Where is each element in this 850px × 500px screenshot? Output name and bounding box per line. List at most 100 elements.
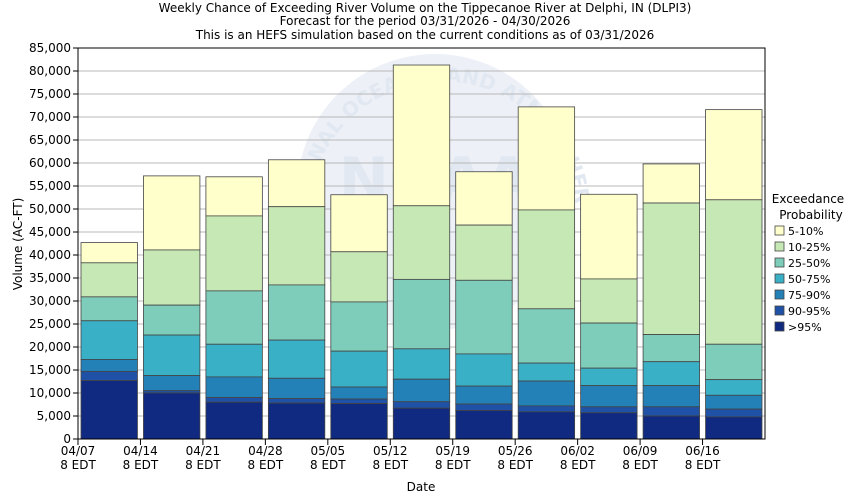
legend-item: 5-10% <box>774 225 823 238</box>
bar-segment <box>80 262 138 298</box>
axes <box>77 47 766 440</box>
x-tick-label-time: 8 EDT <box>185 458 221 472</box>
y-tick-label: 35,000 <box>29 271 71 285</box>
bar-segment <box>580 278 638 324</box>
x-tick-label-time: 8 EDT <box>60 458 96 472</box>
bar-segment <box>267 206 326 286</box>
legend: Exceedance Probability 5-10% 10-25% 25-50%… <box>772 192 844 334</box>
legend-title-line-2: Probability <box>779 208 842 222</box>
legend-swatch <box>774 241 785 252</box>
bar-stack <box>392 64 451 440</box>
bar-segment <box>392 64 451 207</box>
bar-stack <box>580 193 638 440</box>
bar-segment <box>455 385 513 405</box>
x-tick-label-time: 8 EDT <box>435 458 471 472</box>
bar-segment <box>330 403 388 440</box>
bar-segment <box>517 106 576 211</box>
legend-label: 75-90% <box>788 289 830 302</box>
legend-label: 10-25% <box>788 241 830 254</box>
bar-segment <box>580 193 638 280</box>
x-tick-label-date: 05/05 <box>311 444 346 458</box>
bar-segment <box>705 343 763 381</box>
bar-segment <box>705 394 763 410</box>
y-tick-label: 15,000 <box>29 363 71 377</box>
legend-swatch <box>774 305 785 316</box>
title-line-3: This is an HEFS simulation based on the … <box>195 28 655 42</box>
bar-segment <box>392 407 451 440</box>
legend-item: 10-25% <box>774 241 830 254</box>
x-tick-label-time: 8 EDT <box>685 458 721 472</box>
legend-swatch <box>774 257 785 268</box>
bar-segment <box>143 392 201 440</box>
bar-segment <box>705 379 763 396</box>
legend-swatch <box>774 289 785 300</box>
bar-segment <box>517 209 576 310</box>
legend-item: 75-90% <box>774 289 830 302</box>
bar-segment <box>642 406 700 417</box>
bar-segment <box>455 353 513 387</box>
y-axis-ticks: 0 5,000 10,000 15,000 20,000 25,000 30,000 35,0… <box>29 41 78 446</box>
x-axis-label: Date <box>407 480 436 494</box>
bar-segment <box>330 386 388 400</box>
y-axis-label: Volume (AC-FT) <box>11 198 25 291</box>
bar-segment <box>455 403 513 411</box>
bar-segment <box>205 376 263 398</box>
bar-segment <box>80 380 138 440</box>
bar-segment <box>143 375 201 392</box>
x-tick-label-date: 05/19 <box>435 444 470 458</box>
bar-segment <box>205 397 263 403</box>
x-tick-label-date: 04/07 <box>61 444 96 458</box>
x-tick-label-date: 04/21 <box>186 444 221 458</box>
bar-segment <box>205 290 263 345</box>
x-tick-label-date: 05/12 <box>373 444 408 458</box>
bar-segment <box>392 348 451 380</box>
y-tick-label: 65,000 <box>29 133 71 147</box>
bar-segment <box>267 398 326 404</box>
bar-segment <box>517 380 576 407</box>
bar-segment <box>580 367 638 387</box>
bar-stack <box>455 171 513 440</box>
x-tick-label-date: 06/02 <box>560 444 595 458</box>
y-tick-label: 5,000 <box>37 409 71 423</box>
y-tick-label: 55,000 <box>29 179 71 193</box>
bar-segment <box>392 205 451 280</box>
legend-swatch <box>774 225 785 236</box>
bar-segment <box>80 359 138 372</box>
bar-segment <box>267 284 326 341</box>
x-tick-label-date: 05/26 <box>498 444 533 458</box>
bar-stack <box>642 163 700 440</box>
legend-title-line-1: Exceedance <box>772 192 844 206</box>
bar-stack <box>705 109 763 440</box>
y-tick-label: 85,000 <box>29 41 71 55</box>
y-tick-label: 60,000 <box>29 156 71 170</box>
bar-segment <box>143 249 201 306</box>
y-tick-label: 25,000 <box>29 317 71 331</box>
y-tick-label: 30,000 <box>29 294 71 308</box>
legend-label: >95% <box>788 321 822 334</box>
bar-segment <box>580 322 638 369</box>
bar-segment <box>580 406 638 414</box>
legend-label: 5-10% <box>788 225 823 238</box>
bar-segment <box>642 415 700 440</box>
bars <box>80 64 763 440</box>
bar-segment <box>455 171 513 226</box>
bar-segment <box>455 279 513 355</box>
bar-segment <box>205 343 263 378</box>
bar-segment <box>642 202 700 335</box>
y-tick-label: 75,000 <box>29 87 71 101</box>
bar-segment <box>517 362 576 382</box>
legend-label: 50-75% <box>788 273 830 286</box>
bar-segment <box>143 304 201 336</box>
bar-segment <box>205 215 263 292</box>
bar-segment <box>705 416 763 440</box>
bar-segment <box>205 176 263 217</box>
bar-stack <box>330 194 388 440</box>
bar-segment <box>330 350 388 388</box>
y-tick-label: 20,000 <box>29 340 71 354</box>
bar-stack <box>143 175 201 440</box>
bar-stack <box>517 106 576 440</box>
bar-segment <box>267 402 326 440</box>
title-line-2: Forecast for the period 03/31/2026 - 04/… <box>280 14 571 28</box>
legend-label: 25-50% <box>788 257 830 270</box>
